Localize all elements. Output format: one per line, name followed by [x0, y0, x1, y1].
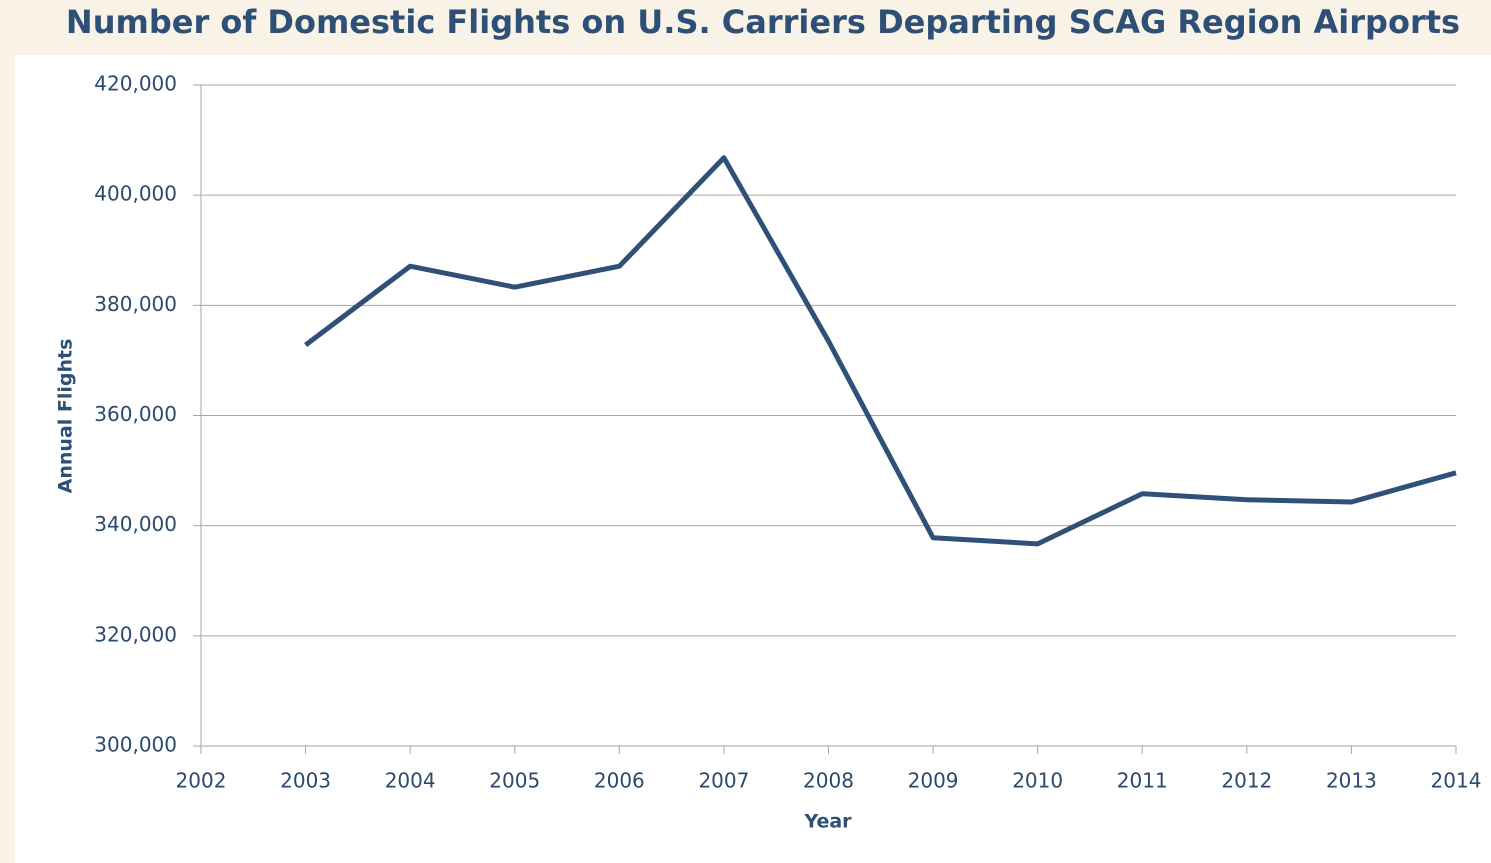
- x-tick-label: 2003: [280, 769, 331, 793]
- x-tick-label: 2008: [803, 769, 854, 793]
- plot-panel: [15, 55, 1491, 863]
- x-tick-label: 2013: [1326, 769, 1377, 793]
- x-tick-label: 2011: [1117, 769, 1168, 793]
- x-tick-label: 2005: [489, 769, 540, 793]
- x-tick-label: 2010: [1012, 769, 1063, 793]
- y-tick-label: 380,000: [94, 292, 177, 316]
- x-tick-label: 2012: [1221, 769, 1272, 793]
- x-tick-label: 2014: [1431, 769, 1482, 793]
- data-line: [304, 155, 1457, 547]
- chart-title: Number of Domestic Flights on U.S. Carri…: [66, 3, 1460, 41]
- x-tick-label: 2007: [698, 769, 749, 793]
- y-axis-title: Annual Flights: [55, 339, 77, 494]
- y-tick-label: 400,000: [94, 182, 177, 206]
- x-axis-title: Year: [803, 811, 852, 833]
- y-tick-label: 320,000: [94, 622, 177, 646]
- y-tick-label: 300,000: [94, 733, 177, 757]
- y-tick-label: 340,000: [94, 512, 177, 536]
- y-tick-label: 360,000: [94, 402, 177, 426]
- x-tick-label: 2002: [176, 769, 227, 793]
- x-tick-label: 2006: [594, 769, 645, 793]
- x-tick-label: 2004: [385, 769, 436, 793]
- y-tick-label: 420,000: [94, 72, 177, 96]
- x-tick-label: 2009: [908, 769, 959, 793]
